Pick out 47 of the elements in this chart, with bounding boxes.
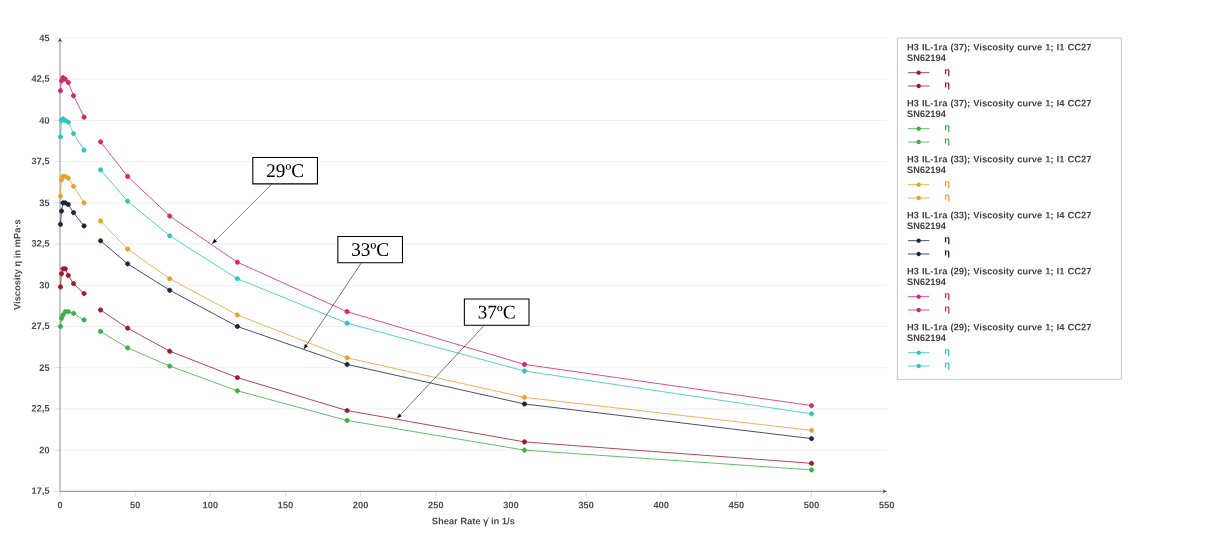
y-tick-label: 35 [39,199,50,207]
legend-label: η [944,306,950,314]
x-axis-title: Shear Rate γ̇ in 1/s [432,517,515,527]
annotation: 33ºC [352,243,389,257]
x-tick-label: 450 [728,501,744,509]
legend-label: η [944,293,950,301]
y-tick-label: 37,5 [31,157,50,166]
x-tick-label: 400 [653,501,669,509]
text: H3 IL-1ra (33); Viscosity curve 1; I4 CC27 SN62194 [907,211,1091,230]
legend-label: η [944,250,950,258]
x-tick-label: 250 [428,501,444,509]
legend-label: η [944,138,950,146]
y-tick-label: 32,5 [31,240,50,249]
legend-label: η [944,82,950,90]
x-tick-label: 150 [278,501,293,509]
legend-label: η [944,362,950,370]
y-tick-label: 17,5 [32,487,50,496]
text: H3 IL-1ra (37); Viscosity curve 1; I1 CC27 SN62194 [907,43,1091,62]
text: H3 IL-1ra (33); Viscosity curve 1; I1 CC27 SN62194 [907,155,1091,174]
x-tick-label: 300 [503,501,519,509]
y-tick-label: 22,5 [31,404,50,413]
x-tick-label: 0 [57,501,63,509]
legend-label: η [944,349,950,357]
y-tick-label: 42,5 [31,75,50,84]
x-tick-label: 200 [353,501,369,509]
legend-label: η [944,69,950,77]
x-tick-label: 550 [879,501,895,509]
x-tick-label: 500 [804,501,819,509]
legend-label: η [944,194,950,202]
y-tick-label: 40 [39,117,50,124]
annotation: 37ºC [478,305,515,319]
text: H3 IL-1ra (29); Viscosity curve 1; I1 CC27 SN62194 [907,267,1091,286]
legend-label: η [944,237,950,245]
text: H3 IL-1ra (29); Viscosity curve 1; I4 CC27 SN62194 [907,323,1091,342]
y-tick-label: 25 [39,364,50,371]
legend-label: η [944,181,950,189]
text: H3 IL-1ra (37); Viscosity curve 1; I4 CC27 SN62194 [907,99,1091,118]
x-tick-label: 350 [578,501,594,509]
x-tick-label: 50 [130,501,140,509]
y-tick-label: 45 [39,34,50,42]
y-tick-label: 20 [39,446,50,454]
x-tick-label: 100 [203,501,218,509]
y-axis-title: Viscosity η in mPa·s [13,219,23,310]
annotation: 29ºC [267,164,304,178]
y-tick-label: 30 [39,281,50,289]
legend-label: η [944,125,950,133]
y-tick-label: 27,5 [31,322,50,331]
